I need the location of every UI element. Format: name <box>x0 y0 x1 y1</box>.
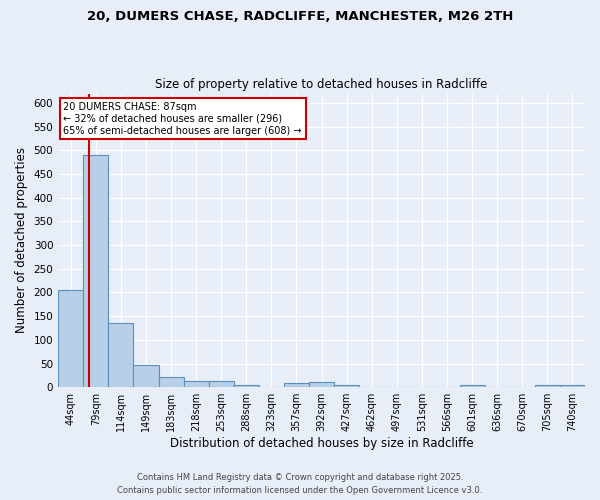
Title: Size of property relative to detached houses in Radcliffe: Size of property relative to detached ho… <box>155 78 488 91</box>
Bar <box>58 290 83 387</box>
Y-axis label: Number of detached properties: Number of detached properties <box>15 148 28 334</box>
Bar <box>109 324 133 387</box>
Bar <box>83 155 109 387</box>
X-axis label: Distribution of detached houses by size in Radcliffe: Distribution of detached houses by size … <box>170 437 473 450</box>
Bar <box>560 386 585 387</box>
Bar <box>309 382 334 387</box>
Text: 20, DUMERS CHASE, RADCLIFFE, MANCHESTER, M26 2TH: 20, DUMERS CHASE, RADCLIFFE, MANCHESTER,… <box>87 10 513 23</box>
Bar <box>334 386 359 387</box>
Text: 20 DUMERS CHASE: 87sqm
← 32% of detached houses are smaller (296)
65% of semi-de: 20 DUMERS CHASE: 87sqm ← 32% of detached… <box>64 102 302 136</box>
Bar <box>184 380 209 387</box>
Bar <box>133 366 158 387</box>
Bar <box>234 385 259 387</box>
Bar <box>460 386 485 387</box>
Bar <box>158 378 184 387</box>
Bar <box>284 383 309 387</box>
Bar <box>535 386 560 387</box>
Text: Contains HM Land Registry data © Crown copyright and database right 2025.
Contai: Contains HM Land Registry data © Crown c… <box>118 474 482 495</box>
Bar <box>209 381 234 387</box>
